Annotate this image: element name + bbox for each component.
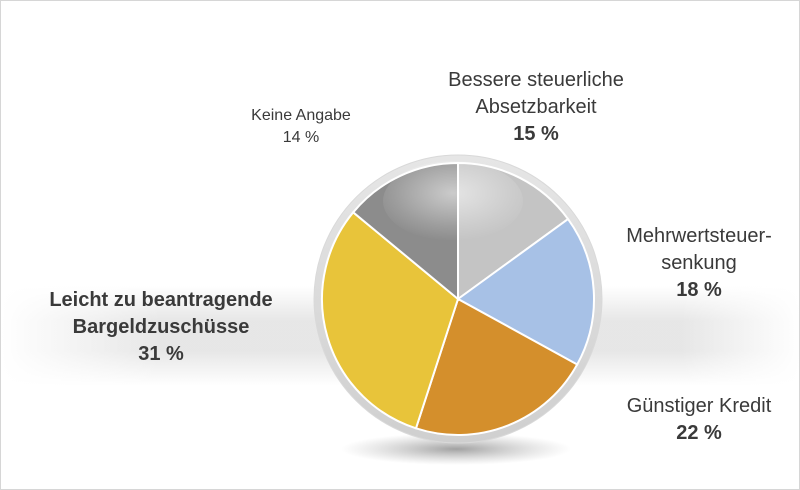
slice-label-3: Leicht zu beantragende Bargeldzuschüsse … xyxy=(11,287,311,368)
slice-label-2: Günstiger Kredit 22 % xyxy=(599,393,799,447)
slice-value-0: 15 % xyxy=(513,123,559,145)
pie-shadow xyxy=(341,433,571,465)
slice-label-1-line-2: senkung xyxy=(661,252,737,274)
pie-slice-1 xyxy=(456,217,595,366)
slice-label-2-line-1: Günstiger Kredit xyxy=(626,395,772,417)
slice-label-4: Keine Angabe 14 % xyxy=(216,105,386,149)
slice-label-1: Mehrwertsteuer- senkung 18 % xyxy=(599,223,799,304)
slice-label-0: Bessere steuerliche Absetzbarkeit 15 % xyxy=(401,67,671,148)
slice-value-3: 31 % xyxy=(138,343,184,365)
slice-value-4: 14 % xyxy=(282,129,320,146)
slice-label-4-line-1: Keine Angabe xyxy=(251,107,351,124)
slice-label-0-line-2: Absetzbarkeit xyxy=(475,96,597,118)
slice-label-3-line-2: Bargeldzuschüsse xyxy=(72,316,250,338)
slice-label-1-line-1: Mehrwertsteuer- xyxy=(626,225,772,247)
pie-slice-3 xyxy=(321,210,460,430)
slice-value-1: 18 % xyxy=(676,279,722,301)
pie-slice-2 xyxy=(414,297,579,436)
pie-gloss xyxy=(383,161,523,241)
slice-label-0-line-1: Bessere steuerliche xyxy=(448,69,624,91)
slice-value-2: 22 % xyxy=(676,422,722,444)
slice-label-3-line-1: Leicht zu beantragende xyxy=(49,289,273,311)
